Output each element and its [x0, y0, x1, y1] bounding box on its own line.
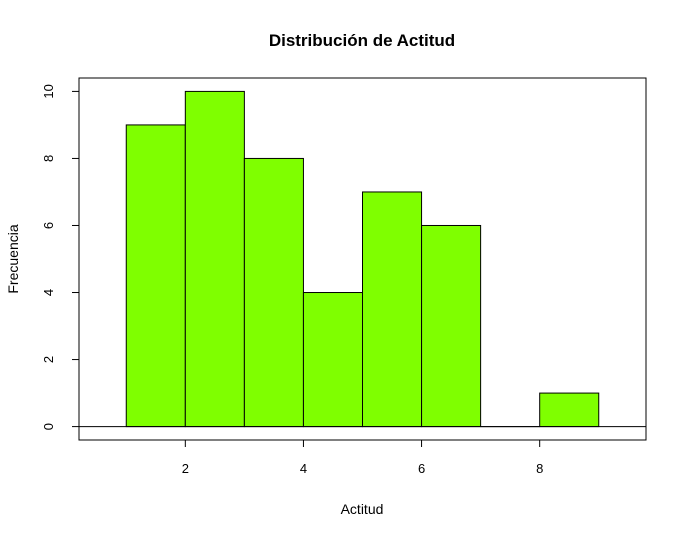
- bars-group: [79, 90, 646, 428]
- y-tick-label: 2: [41, 356, 56, 363]
- x-axis-title: Actitud: [341, 501, 384, 517]
- x-tick-label: 2: [182, 461, 189, 476]
- x-axis: 2 4 6 8: [182, 439, 543, 476]
- y-tick-label: 0: [41, 423, 56, 430]
- y-tick-label: 4: [41, 289, 56, 296]
- x-tick-label: 8: [536, 461, 543, 476]
- histogram-bar: [421, 224, 482, 428]
- x-tick-label: 6: [418, 461, 425, 476]
- y-tick-label: 8: [41, 155, 56, 162]
- histogram-bar: [243, 157, 304, 428]
- histogram-bar: [184, 90, 245, 428]
- histogram-bar: [125, 124, 186, 428]
- y-axis-title: Frecuencia: [5, 224, 21, 293]
- histogram-bar: [302, 292, 363, 428]
- histogram-bar: [362, 191, 423, 428]
- y-tick-label: 6: [41, 222, 56, 229]
- histogram-bar: [539, 392, 600, 428]
- chart-title: Distribución de Actitud: [269, 31, 455, 50]
- y-axis: 0 2 4 6 8 10: [41, 84, 80, 430]
- y-tick-label: 10: [41, 84, 56, 98]
- x-tick-label: 4: [300, 461, 307, 476]
